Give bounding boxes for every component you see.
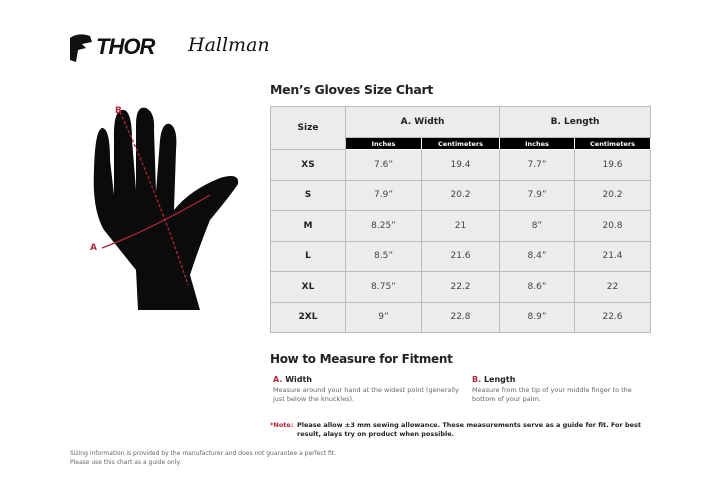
page-title: Men’s Gloves Size Chart [270, 82, 434, 97]
length-header: B. Length [499, 106, 651, 138]
table-row: XL 8.75” 22.2 8.6” 22 [270, 271, 651, 303]
brand-logos: THOR Hallman [68, 30, 270, 66]
measurement-cell: 22.2 [421, 271, 500, 303]
size-header: Size [270, 106, 346, 150]
measurement-cell: 7.7” [499, 149, 575, 181]
note-label: *Note: [270, 421, 294, 429]
measurement-cell: 8.9” [499, 301, 575, 333]
size-cell: S [270, 179, 346, 211]
length-description: Measure from the tip of your middle fing… [472, 386, 632, 403]
footer-line: Please use this chart as a guide only. [70, 458, 181, 466]
measurement-cell: 20.2 [421, 179, 500, 211]
measurement-cell: 19.4 [421, 149, 500, 181]
size-cell: XL [270, 271, 346, 303]
width-header: A. Width [345, 106, 500, 138]
table-row: S 7.9” 20.2 7.9” 20.2 [270, 179, 651, 211]
footer-disclaimer: Sizing information is provided by the ma… [70, 450, 336, 467]
table-row: L 8.5” 21.6 8.4” 21.4 [270, 240, 651, 272]
measurement-cell: 8” [499, 210, 575, 242]
size-chart-table: Size A. Width B. Length Inches Centimete… [270, 106, 651, 333]
measurement-cell: 7.9” [499, 179, 575, 211]
hallman-logo: Hallman [188, 34, 270, 56]
measurement-cell: 21.6 [421, 240, 500, 272]
subheader: Centimeters [574, 137, 651, 150]
label-a: A [90, 243, 97, 253]
measurement-cell: 9” [345, 301, 422, 333]
measurement-cell: 21 [421, 210, 500, 242]
size-cell: L [270, 240, 346, 272]
measurement-cell: 7.6” [345, 149, 422, 181]
width-label: Width [285, 375, 312, 384]
subheader: Inches [345, 137, 422, 150]
measurement-cell: 8.5” [345, 240, 422, 272]
how-to-measure-title: How to Measure for Fitment [270, 352, 453, 366]
footer-line: Sizing information is provided by the ma… [70, 450, 337, 457]
measurement-cell: 8.25” [345, 210, 422, 242]
length-letter: B. [472, 375, 482, 384]
measurement-cell: 20.2 [574, 179, 651, 211]
measurement-cell: 8.4” [499, 240, 575, 272]
thor-helmet-logo-icon [70, 34, 92, 62]
hand-silhouette [93, 107, 239, 310]
width-letter: A. [273, 375, 283, 384]
table-row: XS 7.6” 19.4 7.7” 19.6 [270, 149, 651, 181]
measurement-cell: 20.8 [574, 210, 651, 242]
length-label: Length [483, 375, 516, 384]
note: *Note: Please allow ±3 mm sewing allowan… [270, 421, 660, 439]
thor-logo: THOR [96, 34, 155, 59]
subheader: Centimeters [421, 137, 500, 150]
hand-diagram: B A [90, 106, 239, 310]
width-instructions: A. Width Measure around your hand at the… [273, 375, 463, 404]
size-cell: M [270, 210, 346, 242]
size-cell: 2XL [270, 301, 346, 333]
measurement-cell: 8.6” [499, 271, 575, 303]
table-row: M 8.25” 21 8” 20.8 [270, 210, 651, 242]
measurement-cell: 8.75” [345, 271, 422, 303]
size-cell: XS [270, 149, 346, 181]
subheader: Inches [499, 137, 575, 150]
label-b: B [115, 106, 122, 116]
measurement-cell: 21.4 [574, 240, 651, 272]
note-text: Please allow ±3 mm sewing allowance. The… [297, 421, 642, 438]
table-row: 2XL 9” 22.8 8.9” 22.6 [270, 301, 651, 333]
measurement-cell: 22.8 [421, 301, 500, 333]
length-instructions: B. Length Measure from the tip of your m… [472, 375, 652, 404]
measurement-cell: 19.6 [574, 149, 651, 181]
measurement-cell: 7.9” [345, 179, 422, 211]
width-description: Measure around your hand at the widest p… [273, 386, 459, 403]
measurement-cell: 22.6 [574, 301, 651, 333]
measurement-cell: 22 [574, 271, 651, 303]
